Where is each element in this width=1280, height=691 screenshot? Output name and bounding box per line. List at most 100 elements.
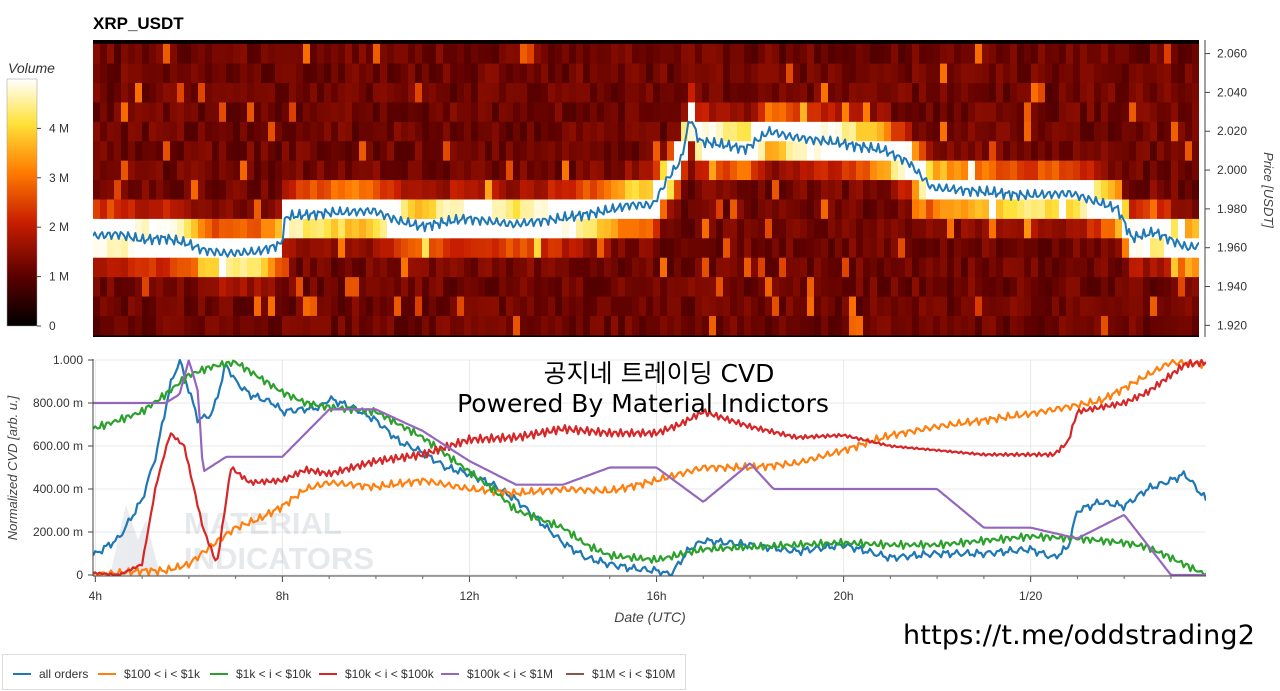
heatmap-cell bbox=[674, 102, 682, 122]
heatmap-cell bbox=[772, 257, 780, 278]
legend-item-10k-100k[interactable]: $10k < i < $100k bbox=[319, 667, 434, 681]
heatmap-cell bbox=[317, 218, 325, 239]
heatmap-cell bbox=[737, 199, 745, 219]
heatmap-cell bbox=[751, 257, 759, 278]
heatmap-cell bbox=[562, 140, 570, 161]
heatmap-cell bbox=[443, 315, 451, 336]
heatmap-cell bbox=[758, 140, 766, 161]
heatmap-cell bbox=[1143, 140, 1151, 161]
heatmap-cell bbox=[1073, 296, 1081, 316]
heatmap-cell bbox=[506, 43, 514, 64]
heatmap-cell bbox=[863, 218, 871, 239]
heatmap-cell bbox=[184, 121, 192, 142]
heatmap-cell bbox=[548, 218, 556, 239]
heatmap-cell bbox=[751, 43, 759, 64]
heatmap-cell bbox=[135, 82, 143, 103]
heatmap-cell bbox=[905, 121, 913, 142]
heatmap-cell bbox=[464, 102, 472, 122]
heatmap-cell bbox=[576, 43, 584, 64]
heatmap-cell bbox=[1178, 121, 1186, 142]
heatmap-cell bbox=[646, 82, 654, 103]
heatmap-cell bbox=[373, 121, 381, 142]
heatmap-cell bbox=[926, 63, 934, 83]
heatmap-cell bbox=[359, 102, 367, 122]
heatmap-cell bbox=[170, 276, 178, 297]
heatmap-cell bbox=[632, 82, 640, 103]
telegram-link[interactable]: https://t.me/oddstrading2 bbox=[903, 620, 1256, 651]
heatmap-cell bbox=[373, 199, 381, 219]
heatmap-cell bbox=[618, 160, 626, 181]
heatmap-cell bbox=[667, 43, 675, 64]
heatmap-cell bbox=[779, 218, 787, 239]
heatmap-cell bbox=[695, 121, 703, 142]
heatmap-cell bbox=[121, 63, 129, 83]
heatmap-cell bbox=[751, 199, 759, 219]
heatmap-cell bbox=[485, 160, 493, 181]
heatmap-cell bbox=[730, 160, 738, 181]
heatmap-cell bbox=[100, 257, 108, 278]
heatmap-cell bbox=[849, 218, 857, 239]
heatmap-cell bbox=[1115, 43, 1123, 64]
heatmap-cell bbox=[1059, 218, 1067, 239]
heatmap-cell bbox=[415, 63, 423, 83]
heatmap-cell bbox=[674, 257, 682, 278]
cvd-x-tick-label: 12h bbox=[459, 589, 479, 603]
heatmap-cell bbox=[982, 296, 990, 316]
heatmap-cell bbox=[338, 257, 346, 278]
heatmap-y-tick-label: 2.060 bbox=[1217, 47, 1247, 61]
heatmap-cell bbox=[1017, 179, 1025, 200]
heatmap-cell bbox=[702, 140, 710, 161]
heatmap-cell bbox=[800, 238, 808, 258]
heatmap-cell bbox=[667, 276, 675, 297]
heatmap-cell bbox=[205, 315, 213, 336]
heatmap-cell bbox=[352, 160, 360, 181]
heatmap-cell bbox=[1094, 199, 1102, 219]
heatmap-cell bbox=[1129, 43, 1137, 64]
legend-item-1m-10m[interactable]: $1M < i < $10M bbox=[566, 667, 675, 681]
heatmap-cell bbox=[681, 257, 689, 278]
heatmap-cell bbox=[793, 218, 801, 239]
heatmap-cell bbox=[366, 63, 374, 83]
heatmap-cell bbox=[1178, 160, 1186, 181]
heatmap-cell bbox=[1073, 218, 1081, 239]
heatmap-cell bbox=[1122, 43, 1130, 64]
heatmap-cell bbox=[240, 315, 248, 336]
heatmap-cell bbox=[170, 296, 178, 316]
cvd-x-tick-label: 1/20 bbox=[1019, 589, 1043, 603]
heatmap-cell bbox=[1178, 199, 1186, 219]
heatmap-cell bbox=[807, 179, 815, 200]
heatmap-cell bbox=[639, 257, 647, 278]
heatmap-cell bbox=[758, 43, 766, 64]
heatmap-cell bbox=[674, 160, 682, 181]
heatmap-cell bbox=[1178, 315, 1186, 336]
heatmap-cell bbox=[1171, 121, 1179, 142]
heatmap-cell bbox=[926, 102, 934, 122]
heatmap-cell bbox=[520, 160, 528, 181]
heatmap-cell bbox=[527, 102, 535, 122]
heatmap-cell bbox=[492, 82, 500, 103]
heatmap-cell bbox=[135, 199, 143, 219]
heatmap-cell bbox=[100, 179, 108, 200]
heatmap-cell bbox=[982, 160, 990, 181]
heatmap-cell bbox=[828, 160, 836, 181]
heatmap-cell bbox=[877, 199, 885, 219]
heatmap-cell bbox=[366, 199, 374, 219]
legend-item-100-1k[interactable]: $100 < i < $1k bbox=[98, 667, 200, 681]
heatmap-cell bbox=[737, 315, 745, 336]
heatmap-cell bbox=[338, 160, 346, 181]
legend-item-1k-10k[interactable]: $1k < i < $10k bbox=[210, 667, 311, 681]
legend-item-all-orders[interactable]: all orders bbox=[13, 667, 88, 681]
heatmap-cell bbox=[786, 43, 794, 64]
heatmap-cell bbox=[156, 276, 164, 297]
legend-item-100k-1m[interactable]: $100k < i < $1M bbox=[441, 667, 553, 681]
heatmap-cell bbox=[163, 238, 171, 258]
heatmap-cell bbox=[576, 257, 584, 278]
heatmap-cell bbox=[401, 63, 409, 83]
heatmap-cell bbox=[674, 82, 682, 103]
heatmap-cell bbox=[310, 257, 318, 278]
heatmap-cell bbox=[268, 43, 276, 64]
heatmap-cell bbox=[485, 238, 493, 258]
heatmap-cell bbox=[387, 179, 395, 200]
heatmap-cell bbox=[380, 121, 388, 142]
